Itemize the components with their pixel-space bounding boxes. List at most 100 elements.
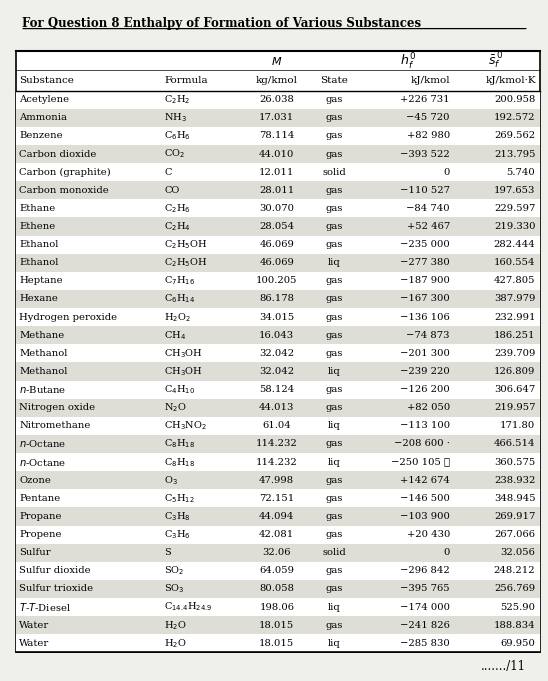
- Text: 248.212: 248.212: [494, 567, 535, 575]
- Text: C$_6$H$_{14}$: C$_6$H$_{14}$: [164, 293, 196, 305]
- Text: −84 740: −84 740: [406, 204, 450, 213]
- Text: −45 720: −45 720: [407, 113, 450, 123]
- Text: 61.04: 61.04: [262, 422, 291, 430]
- Text: C$_{14.4}$H$_{24.9}$: C$_{14.4}$H$_{24.9}$: [164, 601, 213, 614]
- Text: 64.059: 64.059: [259, 567, 294, 575]
- Text: $n$-Octane: $n$-Octane: [19, 456, 66, 468]
- Text: −167 300: −167 300: [400, 294, 450, 304]
- Text: −285 830: −285 830: [400, 639, 450, 648]
- Text: Heptane: Heptane: [19, 276, 63, 285]
- Bar: [16, 526, 540, 543]
- Text: C$_4$H$_{10}$: C$_4$H$_{10}$: [164, 383, 196, 396]
- Bar: [16, 543, 540, 562]
- Bar: [16, 362, 540, 381]
- Text: C$_8$H$_{18}$: C$_8$H$_{18}$: [164, 456, 196, 469]
- Text: +82 050: +82 050: [407, 403, 450, 412]
- Text: Formula: Formula: [164, 76, 208, 85]
- Text: Ozone: Ozone: [19, 476, 51, 485]
- Bar: [16, 453, 540, 471]
- Text: gas: gas: [326, 567, 343, 575]
- Text: gas: gas: [326, 113, 343, 123]
- Text: −110 527: −110 527: [400, 186, 450, 195]
- Text: 0: 0: [443, 168, 450, 176]
- Bar: [16, 598, 540, 616]
- Text: −241 826: −241 826: [400, 620, 450, 630]
- Text: Hexane: Hexane: [19, 294, 58, 304]
- Text: 219.957: 219.957: [494, 403, 535, 412]
- Text: H$_2$O$_2$: H$_2$O$_2$: [164, 311, 191, 323]
- Bar: [16, 181, 540, 200]
- Bar: [16, 127, 540, 145]
- Text: −208 600 ·: −208 600 ·: [394, 439, 450, 449]
- Text: Methanol: Methanol: [19, 367, 67, 376]
- Bar: [16, 272, 540, 290]
- Text: CH$_3$OH: CH$_3$OH: [164, 365, 203, 378]
- Text: 269.562: 269.562: [494, 131, 535, 140]
- Text: C$_8$H$_{18}$: C$_8$H$_{18}$: [164, 438, 196, 450]
- Text: 219.330: 219.330: [494, 222, 535, 231]
- Text: H$_2$O: H$_2$O: [164, 637, 187, 650]
- Text: 171.80: 171.80: [500, 422, 535, 430]
- Text: −187 900: −187 900: [400, 276, 450, 285]
- Text: gas: gas: [326, 349, 343, 358]
- Text: gas: gas: [326, 494, 343, 503]
- Bar: [16, 51, 540, 652]
- Text: gas: gas: [326, 620, 343, 630]
- Bar: [16, 634, 540, 652]
- Bar: [16, 398, 540, 417]
- Text: Nitromethane: Nitromethane: [19, 422, 90, 430]
- Text: gas: gas: [326, 276, 343, 285]
- Text: 32.056: 32.056: [500, 548, 535, 557]
- Text: 86.178: 86.178: [259, 294, 294, 304]
- Bar: [16, 562, 540, 580]
- Text: gas: gas: [326, 512, 343, 521]
- Text: Water: Water: [19, 620, 49, 630]
- Bar: [16, 616, 540, 634]
- Text: gas: gas: [326, 204, 343, 213]
- Text: liq: liq: [328, 639, 341, 648]
- Text: −201 300: −201 300: [400, 349, 450, 358]
- Text: C$_2$H$_4$: C$_2$H$_4$: [164, 220, 191, 233]
- Text: liq: liq: [328, 458, 341, 466]
- Text: 18.015: 18.015: [259, 639, 294, 648]
- Bar: [16, 417, 540, 435]
- Text: liq: liq: [328, 422, 341, 430]
- Text: liq: liq: [328, 603, 341, 612]
- Text: 30.070: 30.070: [259, 204, 294, 213]
- Text: kJ/kmol·K: kJ/kmol·K: [486, 76, 536, 85]
- Text: CO: CO: [164, 186, 180, 195]
- Text: S: S: [164, 548, 171, 557]
- Text: −277 380: −277 380: [400, 258, 450, 267]
- Bar: [16, 507, 540, 526]
- Text: Propene: Propene: [19, 530, 62, 539]
- Text: 387.979: 387.979: [494, 294, 535, 304]
- Text: 12.011: 12.011: [259, 168, 294, 176]
- Text: C$_3$H$_8$: C$_3$H$_8$: [164, 510, 191, 523]
- Text: 78.114: 78.114: [259, 131, 294, 140]
- Text: C$_3$H$_6$: C$_3$H$_6$: [164, 528, 191, 541]
- Bar: [16, 326, 540, 345]
- Text: 200.958: 200.958: [494, 95, 535, 104]
- Text: Pentane: Pentane: [19, 494, 60, 503]
- Text: For Question 8 Enthalpy of Formation of Various Substances: For Question 8 Enthalpy of Formation of …: [22, 17, 421, 30]
- Text: 238.932: 238.932: [494, 476, 535, 485]
- Text: 32.042: 32.042: [259, 367, 294, 376]
- Text: 32.042: 32.042: [259, 349, 294, 358]
- Bar: [16, 308, 540, 326]
- Bar: [16, 345, 540, 362]
- Text: Hydrogen peroxide: Hydrogen peroxide: [19, 313, 117, 321]
- Text: $n$-Butane: $n$-Butane: [19, 384, 66, 395]
- Text: 80.058: 80.058: [259, 584, 294, 593]
- Text: liq: liq: [328, 367, 341, 376]
- Text: gas: gas: [326, 150, 343, 159]
- Text: Ethanol: Ethanol: [19, 240, 59, 249]
- Text: C$_7$H$_{16}$: C$_7$H$_{16}$: [164, 274, 196, 287]
- Text: Benzene: Benzene: [19, 131, 63, 140]
- Text: 44.094: 44.094: [259, 512, 294, 521]
- Text: 114.232: 114.232: [256, 439, 298, 449]
- Text: Sulfur: Sulfur: [19, 548, 51, 557]
- Text: 525.90: 525.90: [500, 603, 535, 612]
- Text: −113 100: −113 100: [400, 422, 450, 430]
- Bar: [16, 163, 540, 181]
- Text: 46.069: 46.069: [259, 240, 294, 249]
